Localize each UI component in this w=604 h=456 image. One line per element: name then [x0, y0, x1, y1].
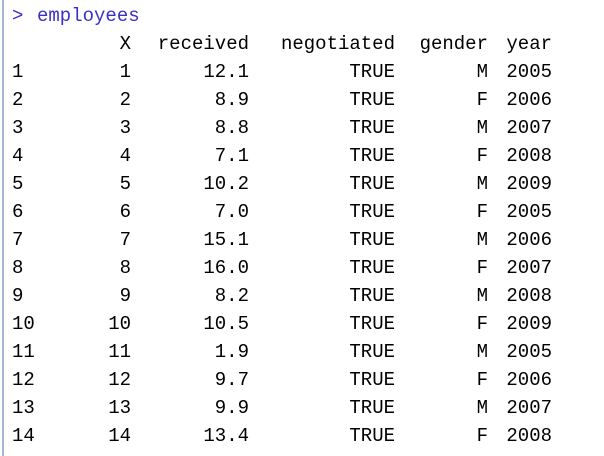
- column-header: negotiated: [281, 33, 395, 55]
- cell: 14: [108, 425, 131, 447]
- cell: 10: [108, 313, 131, 335]
- cell: 9.7: [215, 369, 249, 391]
- cell: 13.4: [203, 425, 249, 447]
- row-name: 6: [12, 201, 23, 223]
- cell: F: [477, 369, 488, 391]
- row-name: 4: [12, 145, 23, 167]
- cell: TRUE: [349, 257, 395, 279]
- row-name: 9: [12, 285, 23, 307]
- cell: 9.9: [215, 397, 249, 419]
- cell: 2008: [506, 425, 552, 447]
- cell: 2007: [506, 117, 552, 139]
- cell: TRUE: [349, 397, 395, 419]
- cell: 16.0: [203, 257, 249, 279]
- cell: 3: [120, 117, 131, 139]
- cell: M: [477, 173, 488, 195]
- cell: 15.1: [203, 229, 249, 251]
- cell: F: [477, 145, 488, 167]
- column-header: X: [120, 33, 132, 55]
- cell: TRUE: [349, 117, 395, 139]
- cell: 9: [120, 285, 131, 307]
- cell: M: [477, 229, 488, 251]
- cell: TRUE: [349, 369, 395, 391]
- cell: M: [477, 341, 488, 363]
- cell: 10.2: [203, 173, 249, 195]
- cell: 7: [120, 229, 131, 251]
- cell: F: [477, 257, 488, 279]
- cell: 13: [108, 397, 131, 419]
- cell: TRUE: [349, 229, 395, 251]
- cell: TRUE: [349, 145, 395, 167]
- cell: 2007: [506, 257, 552, 279]
- cell: F: [477, 201, 488, 223]
- cell: M: [477, 117, 488, 139]
- cell: TRUE: [349, 425, 395, 447]
- cell: 12.1: [203, 61, 249, 83]
- cell: 8: [120, 257, 131, 279]
- cell: 8.9: [215, 89, 249, 111]
- cell: 10.5: [203, 313, 249, 335]
- cell: 8.2: [215, 285, 249, 307]
- cell: 2008: [506, 145, 552, 167]
- cell: 1: [120, 61, 131, 83]
- row-name: 3: [12, 117, 23, 139]
- cell: 8.8: [215, 117, 249, 139]
- row-name: 13: [12, 397, 35, 419]
- row-name: 8: [12, 257, 23, 279]
- cell: 7.1: [215, 145, 249, 167]
- cell: 2006: [506, 229, 552, 251]
- cell: TRUE: [349, 61, 395, 83]
- cell: TRUE: [349, 341, 395, 363]
- cell: 2008: [506, 285, 552, 307]
- cell: 6: [120, 201, 131, 223]
- cell: 2009: [506, 173, 552, 195]
- cell: F: [477, 89, 488, 111]
- command: employees: [37, 5, 140, 27]
- cell: 2005: [506, 341, 552, 363]
- cell: 12: [108, 369, 131, 391]
- cell: M: [477, 61, 488, 83]
- cell: 2: [120, 89, 131, 111]
- cell: 11: [108, 341, 131, 363]
- row-name: 11: [12, 341, 35, 363]
- cell: 2007: [506, 397, 552, 419]
- cell: TRUE: [349, 201, 395, 223]
- cell: 1.9: [215, 341, 249, 363]
- row-name: 1: [12, 61, 23, 83]
- cell: TRUE: [349, 89, 395, 111]
- row-name: 10: [12, 313, 35, 335]
- cell: 5: [120, 173, 131, 195]
- column-header: year: [506, 33, 552, 55]
- cell: 2005: [506, 61, 552, 83]
- row-name: 7: [12, 229, 23, 251]
- row-name: 14: [12, 425, 35, 447]
- row-name: 12: [12, 369, 35, 391]
- cell: 2009: [506, 313, 552, 335]
- column-header: received: [158, 33, 249, 55]
- cell: F: [477, 425, 488, 447]
- cell: 2006: [506, 89, 552, 111]
- cell: M: [477, 285, 488, 307]
- cell: TRUE: [349, 285, 395, 307]
- cell: M: [477, 397, 488, 419]
- cell: 7.0: [215, 201, 249, 223]
- row-name: 5: [12, 173, 23, 195]
- cell: TRUE: [349, 313, 395, 335]
- cell: 2006: [506, 369, 552, 391]
- prompt: >: [12, 5, 23, 27]
- cell: F: [477, 313, 488, 335]
- cell: 2005: [506, 201, 552, 223]
- cell: TRUE: [349, 173, 395, 195]
- column-header: gender: [420, 33, 488, 55]
- cell: 4: [120, 145, 131, 167]
- row-name: 2: [12, 89, 23, 111]
